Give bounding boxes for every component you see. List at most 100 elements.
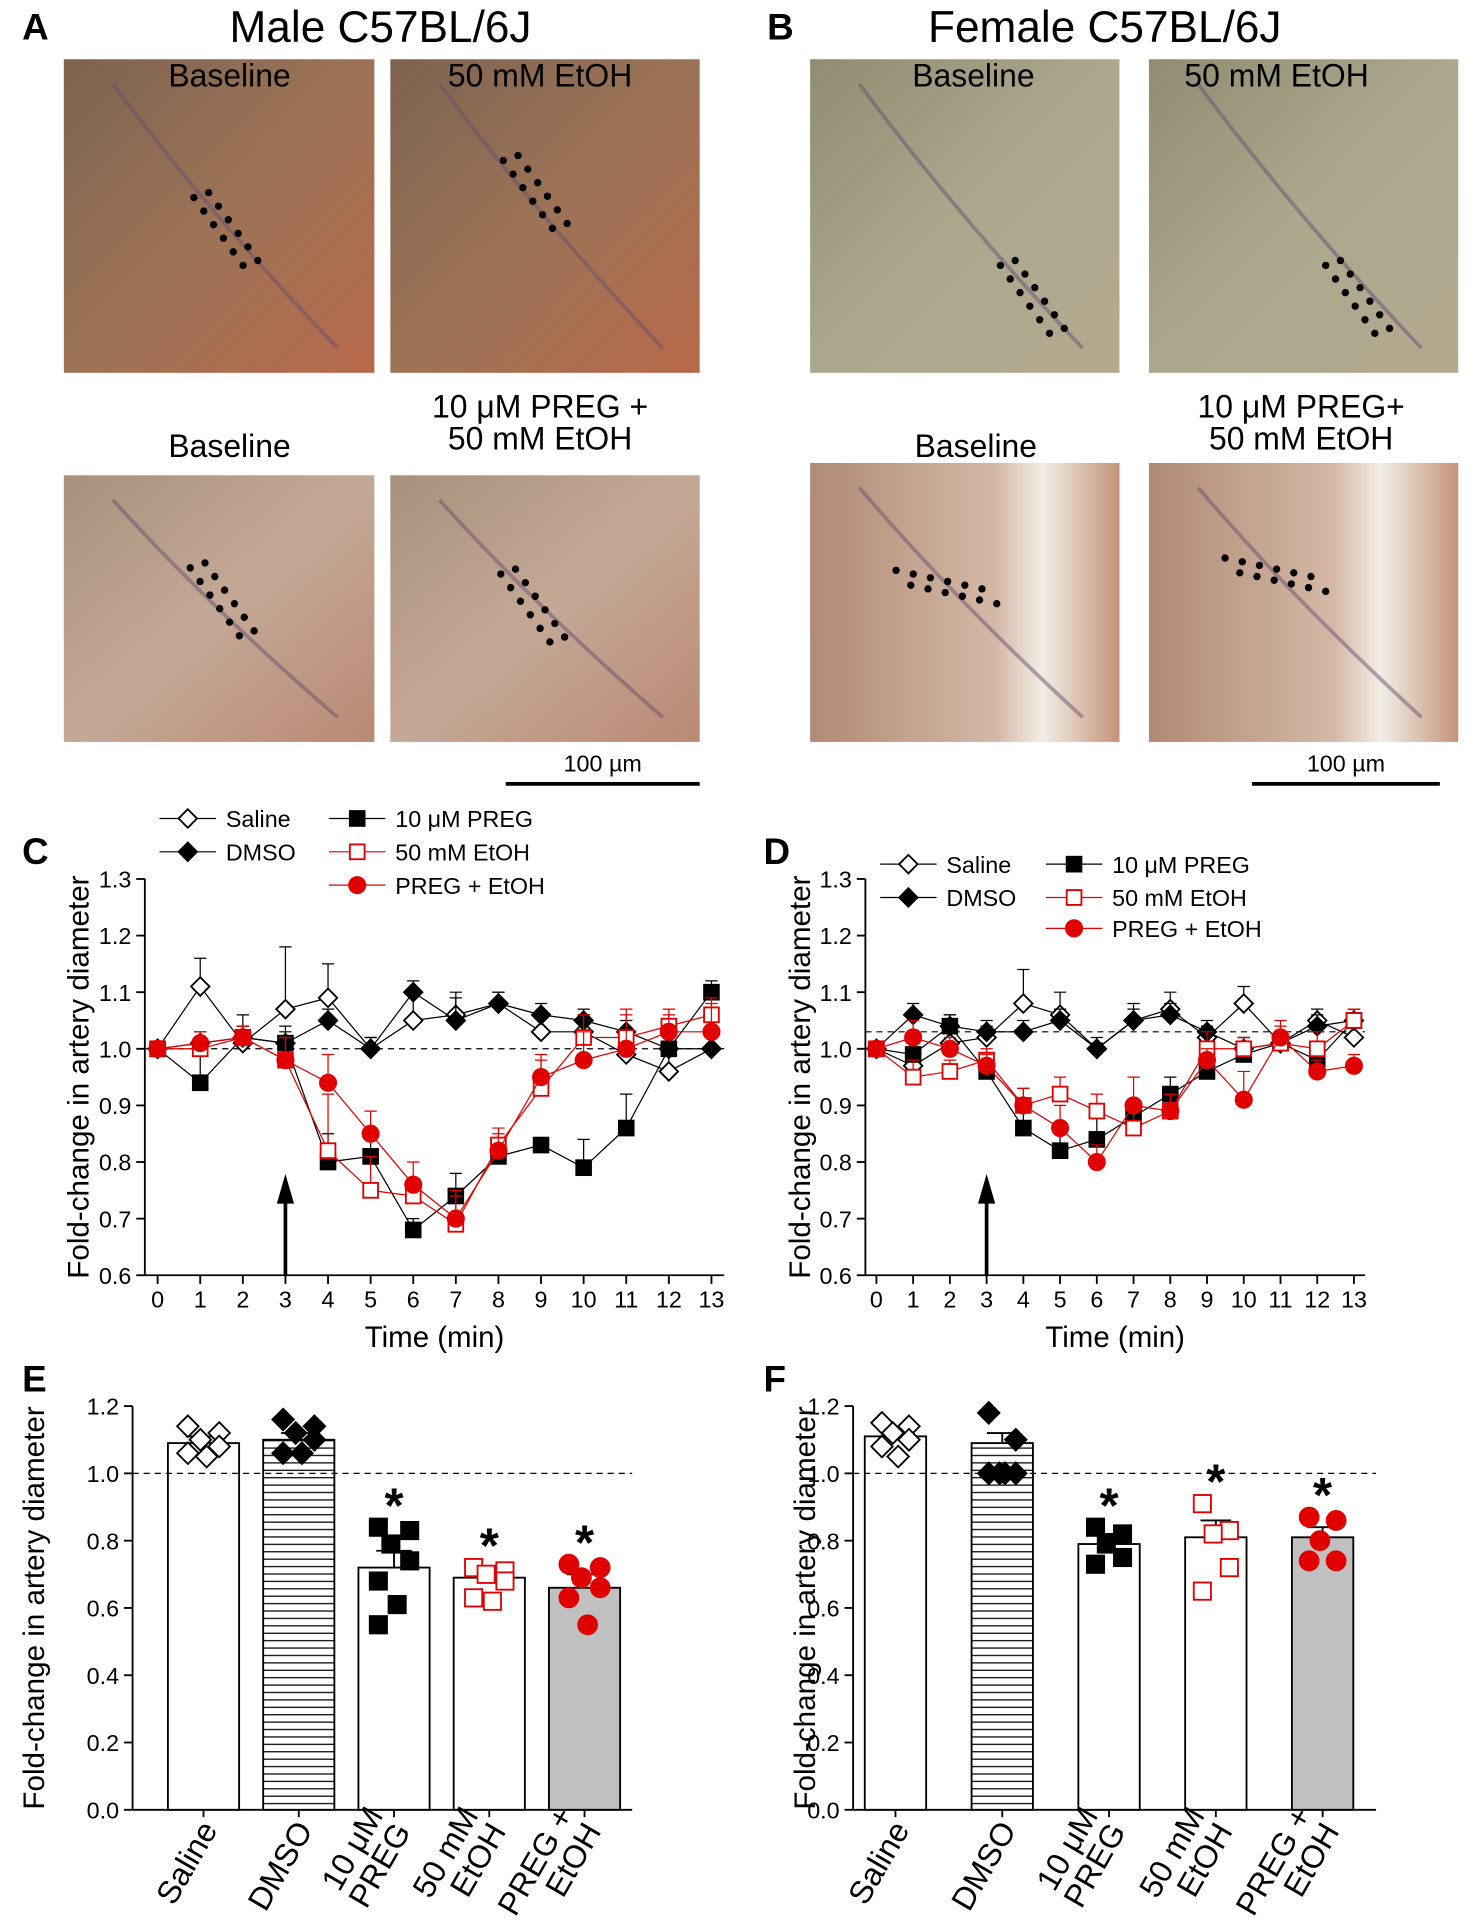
data-point (558, 1553, 580, 1575)
marker-dot (497, 570, 505, 578)
marker-dot (1045, 329, 1054, 338)
x-tick-label: 12 (656, 1286, 682, 1312)
data-point (189, 975, 211, 998)
data-point (1086, 1038, 1108, 1060)
data-point (495, 1571, 515, 1591)
data-point (1086, 1517, 1106, 1537)
marker-dot (943, 577, 952, 586)
marker-dot (1336, 256, 1345, 265)
data-point (1345, 1012, 1363, 1029)
marker-dot (941, 588, 949, 597)
significance: * (384, 1478, 404, 1533)
vessel (111, 82, 339, 350)
data-point (976, 1021, 998, 1043)
marker-dot (1331, 275, 1340, 283)
x-tick-label: 3 (980, 1286, 993, 1312)
y-tick-label: 0.7 (819, 1206, 851, 1232)
x-tick-label: 1 (907, 1286, 920, 1312)
marker-dot (1253, 572, 1261, 581)
legend-label: 50 mM EtOH (395, 839, 530, 865)
data-point (148, 1039, 167, 1058)
marker-dot (1290, 569, 1298, 577)
x-tick-label: 5 (1054, 1286, 1067, 1312)
y-tick-label: 1.3 (99, 867, 131, 893)
panel-letter: F (764, 1358, 786, 1399)
x-tick-label: DMSO (241, 1815, 320, 1916)
marker-dot (1238, 557, 1246, 566)
y-tick-label: 1.1 (99, 980, 131, 1006)
data-point (880, 1420, 905, 1446)
legend-marker (348, 876, 367, 895)
data-point (188, 1427, 213, 1452)
x-tick-label: 2 (943, 1286, 956, 1312)
y-axis-label: Fold-change in artery diameter (18, 1406, 51, 1809)
panel-letter: B (767, 6, 794, 47)
marker-dot (1322, 587, 1330, 596)
data-point (1123, 1009, 1145, 1032)
vessel (1196, 82, 1423, 350)
marker-dot (521, 578, 530, 587)
x-tick-label: 4 (322, 1286, 335, 1312)
significance: * (1206, 1455, 1226, 1510)
y-tick-label: 1.2 (807, 1394, 839, 1420)
marker-dot (529, 197, 537, 205)
bar (1184, 1536, 1248, 1811)
marker-dot (1361, 316, 1369, 324)
x-tick-label: 5 (364, 1286, 377, 1312)
x-tick-label: 6 (1090, 1286, 1103, 1312)
data-point (700, 1038, 722, 1060)
image-label: 50 mM EtOH (1184, 57, 1368, 93)
bar (262, 1438, 336, 1811)
marker-dot (1036, 316, 1044, 324)
marker-dot (235, 632, 244, 640)
marker-dot (1356, 283, 1364, 292)
data-point (867, 1039, 886, 1058)
x-tick-label: PREG +EtOH (490, 1801, 608, 1932)
data-point (558, 1587, 580, 1609)
marker-dot (1011, 256, 1019, 265)
legend-label: 10 μM PREG (1112, 852, 1250, 878)
x-tick-label: 0 (151, 1286, 164, 1312)
y-tick-label: 0.9 (819, 1093, 851, 1119)
marker-dot (563, 219, 571, 228)
data-point (402, 981, 424, 1003)
data-point (904, 1028, 923, 1047)
x-tick-label: 50 mMEtOH (1132, 1801, 1239, 1920)
marker-dot (1366, 297, 1374, 305)
y-axis-label: Fold-change in artery diameter (789, 1406, 822, 1809)
marker-dot (907, 581, 915, 589)
data-point (1308, 1062, 1327, 1081)
marker-dot (1346, 270, 1354, 278)
panel-title: Female C57BL/6J (928, 3, 1282, 52)
legend-label: PREG + EtOH (1112, 916, 1262, 942)
legend-marker (1065, 919, 1084, 938)
marker-dot (1341, 288, 1350, 297)
marker-dot (1272, 565, 1281, 573)
x-axis-label: Time (min) (1045, 1321, 1185, 1354)
data-point (317, 987, 339, 1009)
marker-dot (1376, 311, 1384, 319)
y-tick-label: 0.4 (87, 1663, 119, 1689)
data-point (446, 1209, 465, 1228)
marker-dot (186, 564, 194, 572)
panel-letter: D (764, 831, 791, 872)
data-point (1113, 1547, 1133, 1568)
marker-dot (1351, 302, 1359, 310)
marker-dot (1287, 580, 1296, 588)
x-tick-label: 10 μMPREG (314, 1801, 418, 1914)
legend-label: 50 mM EtOH (1112, 885, 1247, 911)
data-point (175, 1414, 200, 1439)
legend-marker (1065, 855, 1083, 873)
data-point (1344, 1056, 1363, 1075)
data-point (869, 1434, 895, 1459)
y-tick-label: 1.2 (87, 1394, 119, 1420)
marker-dot (993, 599, 1001, 608)
data-point (992, 1461, 1017, 1486)
panel-letter: A (22, 6, 49, 47)
marker-dot (206, 591, 214, 599)
marker-dot (1221, 554, 1229, 562)
data-point (1015, 1119, 1032, 1137)
marker-dot (1304, 583, 1313, 592)
data-point (941, 1063, 959, 1080)
